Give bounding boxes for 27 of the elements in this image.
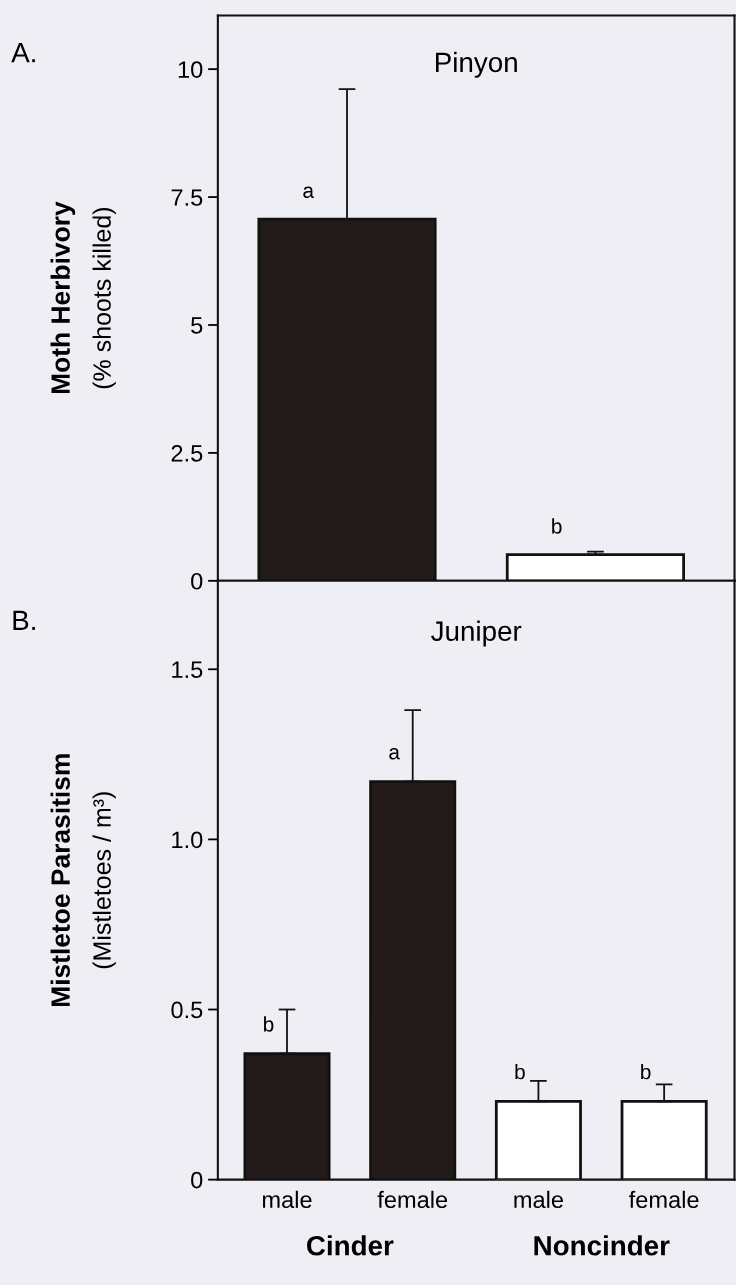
y-tick-label: 1.5	[172, 661, 203, 679]
y-tick-label: 2.5	[171, 444, 203, 462]
annotation: a	[389, 748, 400, 760]
x-tick-label: male	[514, 1190, 563, 1209]
text: B.	[13, 610, 35, 630]
text: Pinyon	[436, 51, 517, 78]
text: Noncinder	[534, 1235, 670, 1256]
y-tick-label: 10	[178, 61, 203, 78]
y-tick-label: 5	[191, 317, 203, 334]
annotation: a	[303, 186, 315, 198]
y-axis-title: Moth Herbivory (% shoots killed)	[50, 201, 116, 394]
text: Cinder	[307, 1235, 394, 1256]
x-tick-label: male	[262, 1190, 312, 1209]
y-tick-label: 1.0	[172, 831, 203, 849]
annotation: b	[515, 1063, 525, 1080]
x-tick-label: female	[629, 1190, 699, 1209]
text: Juniper	[431, 620, 522, 647]
y-tick-label: 7.5	[171, 189, 203, 206]
annotation: b	[264, 1016, 274, 1032]
annotation: b	[552, 518, 562, 534]
y-tick-label: 0	[191, 572, 203, 590]
text: A.	[11, 43, 35, 63]
y-tick-label: 0	[191, 1171, 203, 1189]
x-tick-label: female	[377, 1190, 448, 1209]
y-axis-title: Mistletoe Parasitism (Mistletoes / m³)	[50, 754, 116, 1007]
annotation: b	[641, 1063, 651, 1080]
y-tick-label: 0.5	[171, 1001, 203, 1019]
